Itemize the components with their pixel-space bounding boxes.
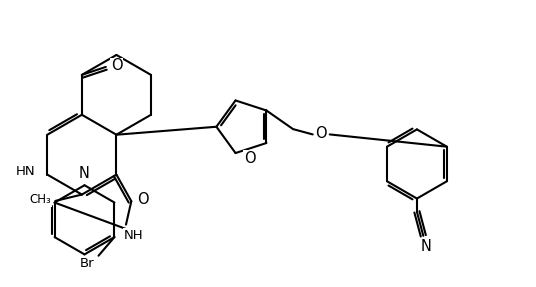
Text: O: O	[315, 126, 326, 141]
Text: N: N	[79, 166, 90, 181]
Text: NH: NH	[124, 229, 144, 242]
Text: O: O	[110, 58, 122, 73]
Text: N: N	[421, 239, 431, 254]
Text: Br: Br	[79, 257, 94, 270]
Text: HN: HN	[16, 165, 35, 179]
Text: CH₃: CH₃	[29, 193, 51, 206]
Text: O: O	[137, 192, 149, 207]
Text: O: O	[244, 151, 256, 166]
